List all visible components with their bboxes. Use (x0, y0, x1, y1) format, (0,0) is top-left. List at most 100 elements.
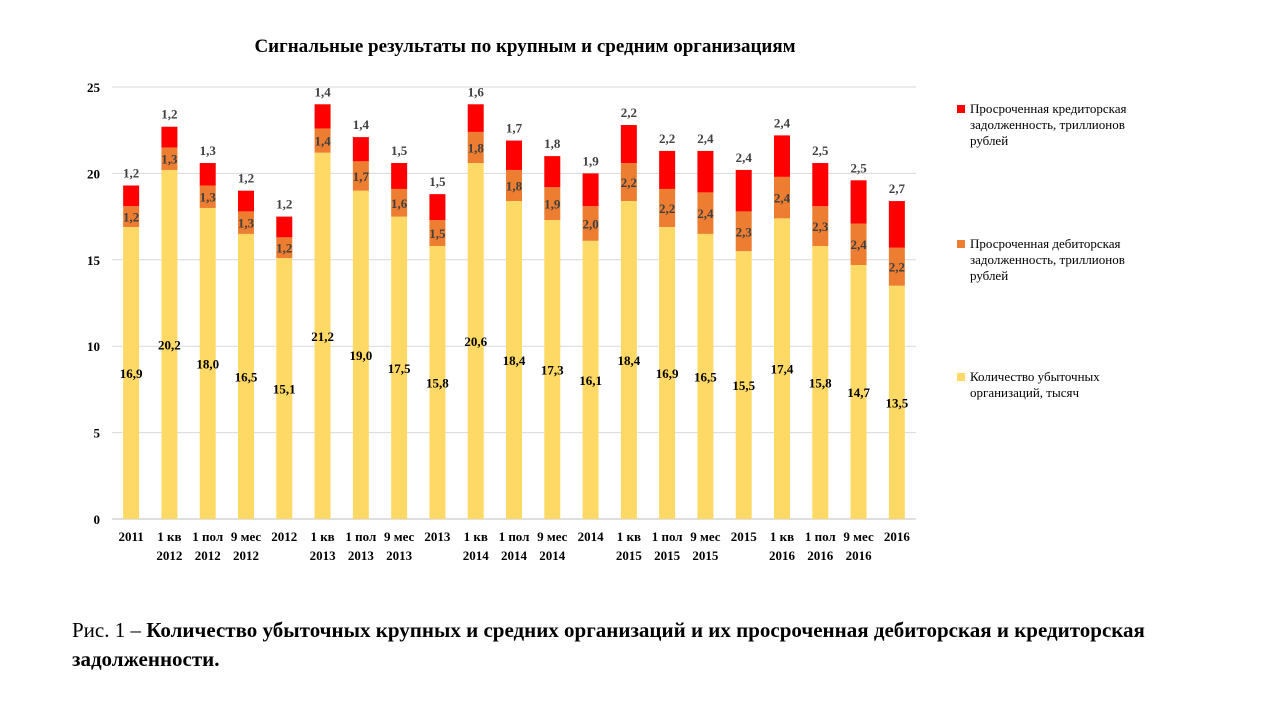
x-tick-label: 2015 (654, 548, 681, 563)
data-label-payables: 1,9 (582, 153, 599, 168)
data-label-payables: 2,5 (812, 143, 829, 158)
data-label-receivables: 1,5 (429, 226, 446, 241)
data-label-receivables: 1,6 (391, 196, 408, 211)
data-label-payables: 2,7 (889, 181, 906, 196)
x-tick-label: 2015 (692, 548, 719, 563)
y-tick-label: 0 (94, 512, 101, 527)
data-label-loss-making: 16,5 (694, 369, 717, 384)
y-tick-label: 15 (87, 253, 101, 268)
data-label-payables: 1,2 (276, 197, 292, 212)
x-tick-label: 1 кв (464, 529, 488, 544)
bar-segment-loss-making (199, 207, 216, 519)
bar-segment-receivables (352, 161, 369, 191)
bar-segment-payables (276, 216, 293, 238)
data-label-receivables: 1,3 (238, 216, 255, 231)
x-tick-label: 1 пол (345, 529, 376, 544)
bar-segment-loss-making (544, 220, 561, 519)
x-tick-label: 1 пол (652, 529, 683, 544)
legend-swatch-loss-making (957, 373, 965, 381)
x-tick-label: 2013 (386, 548, 413, 563)
x-tick-label: 2014 (501, 548, 528, 563)
data-label-payables: 1,4 (314, 84, 331, 99)
bar-segment-payables (123, 185, 140, 207)
bar-segment-receivables (391, 188, 408, 217)
legend-item-receivables: Просроченная дебиторская задолженность, … (957, 236, 1147, 284)
data-label-receivables: 2,3 (736, 224, 753, 239)
data-label-loss-making: 13,5 (885, 395, 908, 410)
x-tick-label: 1 кв (770, 529, 794, 544)
x-tick-label: 9 мес (384, 529, 415, 544)
bar-segment-loss-making (314, 152, 331, 519)
data-label-loss-making: 15,5 (732, 378, 755, 393)
x-tick-label: 2016 (846, 548, 873, 563)
bar-segment-receivables (161, 147, 178, 170)
x-tick-label: 2014 (578, 529, 605, 544)
bar-segment-loss-making (391, 216, 408, 519)
data-label-payables: 2,2 (621, 105, 637, 120)
data-label-loss-making: 18,4 (617, 353, 640, 368)
data-label-payables: 1,4 (353, 117, 370, 132)
y-tick-label: 20 (87, 166, 100, 181)
data-label-loss-making: 15,1 (273, 382, 296, 397)
data-label-receivables: 2,2 (659, 201, 675, 216)
bar-segment-loss-making (506, 201, 522, 519)
data-label-loss-making: 19,0 (349, 348, 372, 363)
data-label-payables: 1,7 (506, 121, 523, 136)
bar-segment-payables (774, 135, 790, 177)
figure-caption: Рис. 1 – Количество убыточных крупных и … (72, 616, 1192, 674)
x-tick-label: 9 мес (537, 529, 568, 544)
bar-segment-receivables (735, 211, 752, 252)
x-tick-label: 1 кв (617, 529, 641, 544)
bar-segment-payables (391, 163, 408, 189)
data-label-receivables: 2,2 (889, 260, 905, 275)
x-tick-label: 9 мес (843, 529, 874, 544)
bar-segment-loss-making (582, 240, 599, 520)
data-label-loss-making: 17,5 (388, 361, 411, 376)
x-tick-label: 9 мес (690, 529, 721, 544)
bar-segment-payables (812, 163, 829, 207)
bar-segment-payables (238, 190, 254, 212)
bar-segment-receivables (697, 192, 714, 234)
bar-segment-receivables (238, 211, 254, 234)
data-label-receivables: 2,4 (850, 237, 867, 252)
legend-label-loss-making: Количество убыточных организаций, тысяч (970, 369, 1100, 400)
legend-label-payables: Просроченная кредиторская задолженность,… (970, 101, 1127, 148)
x-tick-label: 2015 (731, 529, 758, 544)
bar-segment-receivables (544, 187, 561, 221)
x-tick-label: 2015 (616, 548, 643, 563)
data-label-loss-making: 16,9 (120, 366, 143, 381)
data-label-receivables: 1,4 (314, 134, 331, 149)
bar-segment-loss-making (697, 233, 714, 519)
data-label-payables: 1,6 (468, 84, 485, 99)
bar-segment-receivables (888, 247, 905, 286)
bar-segment-receivables (582, 206, 599, 241)
bar-segment-loss-making (352, 190, 369, 519)
x-tick-label: 2011 (118, 529, 143, 544)
data-label-loss-making: 14,7 (847, 385, 870, 400)
data-label-receivables: 1,3 (200, 190, 217, 205)
data-label-loss-making: 16,1 (579, 373, 602, 388)
bar-segment-payables (429, 194, 446, 221)
caption-prefix: Рис. 1 – (72, 618, 147, 642)
bar-segment-receivables (467, 131, 484, 164)
bar-segment-loss-making (850, 264, 867, 519)
bar-segment-loss-making (812, 245, 829, 519)
bar-segment-receivables (429, 220, 446, 246)
x-tick-label: 9 мес (231, 529, 262, 544)
data-label-loss-making: 17,3 (541, 363, 564, 378)
bar-segment-receivables (314, 128, 331, 153)
data-label-loss-making: 15,8 (809, 375, 832, 390)
x-tick-label: 1 кв (310, 529, 334, 544)
data-label-loss-making: 16,9 (656, 366, 679, 381)
bar-segment-payables (620, 125, 637, 164)
data-label-receivables: 1,2 (123, 210, 139, 225)
data-label-loss-making: 20,2 (158, 337, 181, 352)
data-label-receivables: 2,3 (812, 219, 829, 234)
bar-segment-payables (467, 104, 484, 132)
data-label-payables: 1,2 (238, 171, 254, 186)
y-tick-label: 5 (94, 426, 101, 441)
legend-label-receivables: Просроченная дебиторская задолженность, … (970, 236, 1125, 283)
data-label-loss-making: 18,0 (196, 356, 219, 371)
y-tick-label: 25 (87, 80, 101, 95)
data-label-payables: 2,4 (736, 150, 753, 165)
